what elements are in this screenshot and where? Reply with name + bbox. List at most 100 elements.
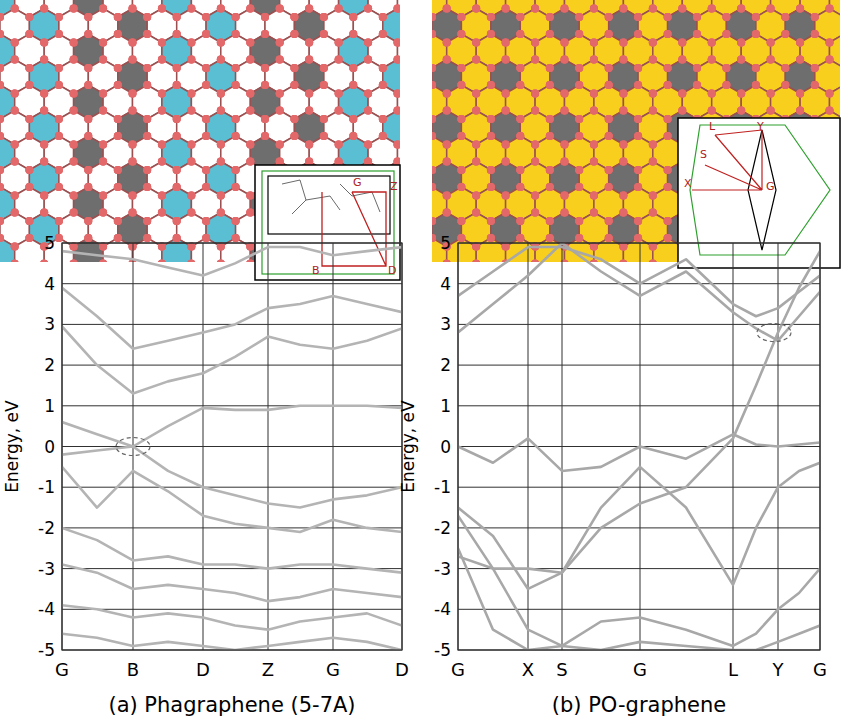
atom bbox=[0, 81, 4, 89]
atom bbox=[158, 90, 166, 98]
atom bbox=[472, 107, 480, 115]
atom bbox=[11, 5, 19, 13]
atom bbox=[457, 115, 465, 123]
atom bbox=[246, 39, 254, 47]
atom bbox=[40, 107, 48, 115]
atom bbox=[11, 209, 19, 217]
atom bbox=[457, 30, 465, 38]
atom bbox=[217, 107, 225, 115]
atom bbox=[143, 81, 151, 89]
atom bbox=[187, 209, 195, 217]
atom bbox=[40, 192, 48, 200]
atom bbox=[531, 141, 539, 149]
atom bbox=[619, 90, 627, 98]
atom bbox=[99, 209, 107, 217]
atom bbox=[457, 30, 465, 38]
atom bbox=[129, 5, 137, 13]
atom bbox=[143, 132, 151, 140]
atom bbox=[561, 107, 569, 115]
atom bbox=[55, 115, 63, 123]
atom bbox=[114, 234, 122, 242]
atom bbox=[11, 39, 19, 47]
atom bbox=[70, 141, 78, 149]
atom bbox=[811, 30, 819, 38]
atom bbox=[457, 30, 465, 38]
atom bbox=[575, 234, 583, 242]
atom bbox=[590, 107, 598, 115]
atom bbox=[649, 209, 657, 217]
atom bbox=[649, 209, 657, 217]
atom bbox=[708, 56, 716, 64]
atom bbox=[143, 81, 151, 89]
atom bbox=[70, 192, 78, 200]
atom bbox=[70, 90, 78, 98]
atom bbox=[129, 141, 137, 149]
atom bbox=[217, 39, 225, 47]
atom bbox=[752, 64, 760, 72]
atom bbox=[649, 56, 657, 64]
atom bbox=[143, 64, 151, 72]
atom bbox=[99, 158, 107, 166]
atom bbox=[232, 217, 240, 225]
atom bbox=[619, 158, 627, 166]
atom bbox=[84, 183, 92, 191]
atom bbox=[349, 132, 357, 140]
atom bbox=[158, 209, 166, 217]
atom bbox=[546, 81, 554, 89]
atom bbox=[811, 81, 819, 89]
atom bbox=[649, 243, 657, 251]
atom bbox=[457, 166, 465, 174]
atom bbox=[379, 30, 387, 38]
atom bbox=[516, 166, 524, 174]
atom bbox=[619, 39, 627, 47]
atom bbox=[320, 132, 328, 140]
atom bbox=[40, 209, 48, 217]
atom bbox=[25, 234, 33, 242]
atom bbox=[232, 217, 240, 225]
atom bbox=[276, 56, 284, 64]
atom bbox=[531, 158, 539, 166]
atom bbox=[114, 183, 122, 191]
atom bbox=[202, 81, 210, 89]
atom bbox=[796, 90, 804, 98]
atom bbox=[605, 217, 613, 225]
atom bbox=[457, 81, 465, 89]
atom bbox=[158, 5, 166, 13]
atom bbox=[320, 115, 328, 123]
atom bbox=[394, 107, 401, 115]
atom bbox=[232, 132, 240, 140]
atom bbox=[531, 158, 539, 166]
atom bbox=[55, 115, 63, 123]
atom bbox=[394, 90, 401, 98]
atom bbox=[664, 217, 672, 225]
atom bbox=[70, 5, 78, 13]
atom bbox=[487, 166, 495, 174]
atom bbox=[158, 209, 166, 217]
atom bbox=[129, 158, 137, 166]
atom bbox=[276, 5, 284, 13]
atom bbox=[202, 64, 210, 72]
atom bbox=[546, 30, 554, 38]
atom bbox=[722, 13, 730, 21]
atom bbox=[394, 39, 401, 47]
atom bbox=[40, 209, 48, 217]
atom bbox=[246, 107, 254, 115]
atom bbox=[531, 5, 539, 13]
atom bbox=[0, 30, 4, 38]
atom bbox=[114, 13, 122, 21]
atom bbox=[394, 56, 401, 64]
atom bbox=[546, 166, 554, 174]
atom bbox=[187, 107, 195, 115]
atom bbox=[129, 107, 137, 115]
atom bbox=[232, 13, 240, 21]
atom bbox=[246, 209, 254, 217]
atom bbox=[634, 64, 642, 72]
atom bbox=[590, 90, 598, 98]
atom bbox=[187, 158, 195, 166]
atom bbox=[11, 209, 19, 217]
atom bbox=[158, 107, 166, 115]
atom bbox=[25, 115, 33, 123]
atom bbox=[364, 56, 372, 64]
atom bbox=[187, 192, 195, 200]
atom bbox=[619, 56, 627, 64]
